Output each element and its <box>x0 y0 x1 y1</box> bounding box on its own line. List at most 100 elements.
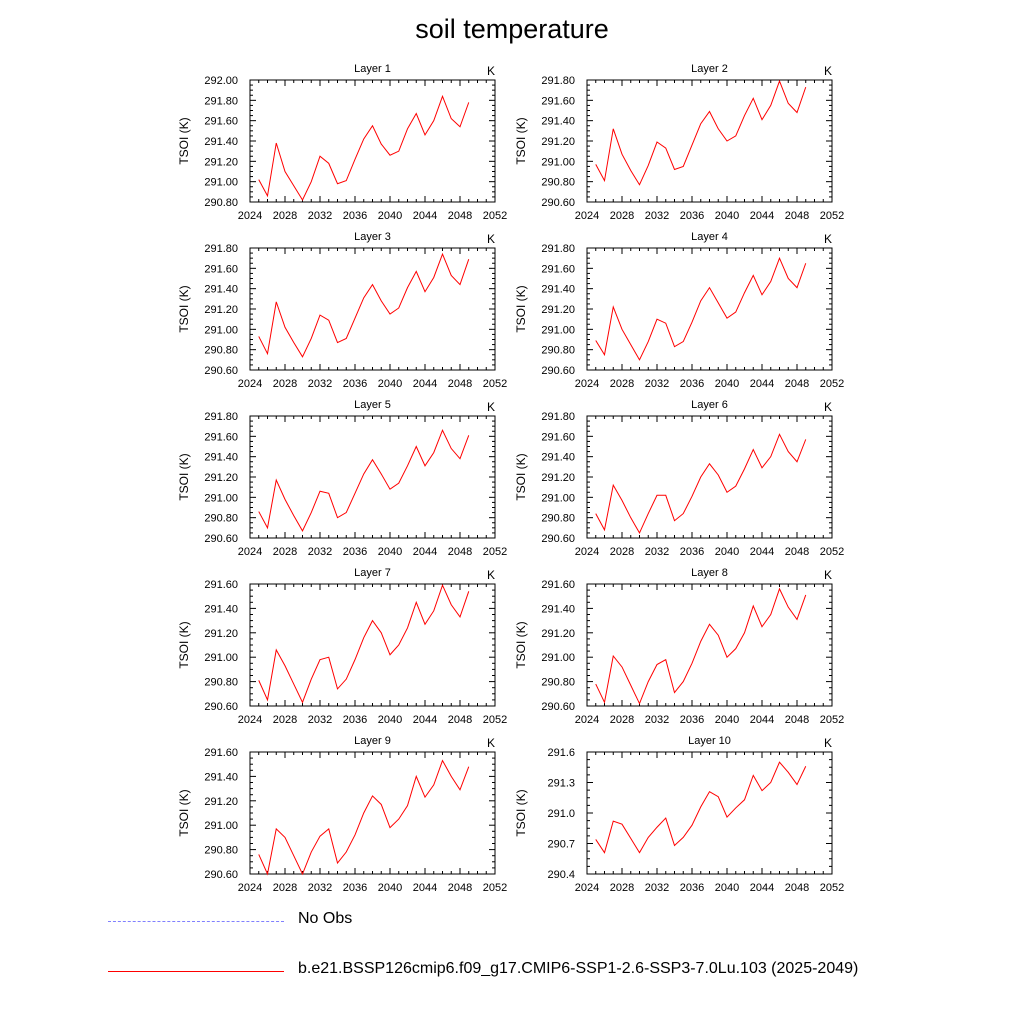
x-tick-label: 2044 <box>750 210 774 222</box>
y-tick-label: 291.00 <box>204 177 238 189</box>
y-tick-label: 290.60 <box>541 533 575 545</box>
x-tick-label: 2040 <box>715 714 739 726</box>
y-tick-label: 291.60 <box>204 579 238 591</box>
x-tick-label: 2052 <box>483 714 507 726</box>
series-line-model <box>258 252 470 358</box>
y-tick-label: 290.60 <box>204 869 238 881</box>
y-axis-label: TSOI (K) <box>514 789 528 836</box>
y-tick-label: 290.80 <box>204 845 238 857</box>
x-tick-label: 2028 <box>610 210 634 222</box>
x-tick-label: 2052 <box>483 210 507 222</box>
x-tick-label: 2048 <box>785 378 809 390</box>
panel-title: Layer 4 <box>691 231 728 243</box>
x-tick-label: 2052 <box>483 378 507 390</box>
plot-frame <box>249 79 496 203</box>
x-tick-label: 2044 <box>413 714 437 726</box>
y-tick-label: 290.60 <box>204 701 238 713</box>
y-tick-label: 291.20 <box>541 472 575 484</box>
x-tick-label: 2036 <box>343 210 367 222</box>
x-tick-label: 2044 <box>413 546 437 558</box>
figure-title: soil temperature <box>415 14 609 44</box>
x-tick-label: 2044 <box>750 546 774 558</box>
y-tick-label: 291.3 <box>547 778 575 790</box>
x-tick-label: 2036 <box>343 714 367 726</box>
panel-layer-10: Layer 10 K TSOI (K) 2024 2028 2032 2036 2040 204… <box>514 735 844 894</box>
y-axis-label: TSOI (K) <box>177 285 191 332</box>
y-tick-label: 291.40 <box>541 116 575 128</box>
plot-frame <box>249 751 496 875</box>
panel-title: Layer 2 <box>691 63 728 75</box>
y-tick-label: 291.40 <box>204 771 238 783</box>
y-tick-label: 291.80 <box>204 243 238 255</box>
y-tick-label: 291.80 <box>204 95 238 107</box>
x-tick-label: 2044 <box>750 378 774 390</box>
y-tick-label: 290.80 <box>541 177 575 189</box>
x-tick-label: 2032 <box>645 546 669 558</box>
x-tick-label: 2040 <box>378 546 402 558</box>
y-tick-label: 290.80 <box>204 677 238 689</box>
legend-label-obs: No Obs <box>298 910 353 927</box>
x-tick-label: 2028 <box>610 714 634 726</box>
y-tick-label: 291.00 <box>204 324 238 336</box>
y-tick-label: 291.00 <box>541 652 575 664</box>
y-tick-label: 290.80 <box>541 513 575 525</box>
legend-swatch-model <box>108 971 284 972</box>
x-tick-label: 2028 <box>273 378 297 390</box>
panel-title: Layer 10 <box>688 735 731 747</box>
x-tick-label: 2040 <box>378 210 402 222</box>
panel-title: Layer 6 <box>691 399 728 411</box>
y-tick-label: 291.80 <box>541 75 575 87</box>
panel-title: Layer 7 <box>354 567 391 579</box>
y-tick-label: 290.7 <box>547 839 575 851</box>
x-tick-label: 2032 <box>645 210 669 222</box>
y-tick-label: 291.60 <box>541 95 575 107</box>
panel-layer-6: Layer 6 K TSOI (K) 2024 2028 2032 2036 2040 2044… <box>514 399 844 558</box>
y-tick-label: 291.6 <box>547 747 575 759</box>
x-tick-label: 2032 <box>645 714 669 726</box>
y-tick-label: 290.60 <box>541 701 575 713</box>
x-tick-label: 2036 <box>680 882 704 894</box>
x-tick-label: 2028 <box>273 546 297 558</box>
x-tick-label: 2036 <box>343 546 367 558</box>
y-tick-label: 290.80 <box>541 345 575 357</box>
x-tick-label: 2052 <box>820 378 844 390</box>
panel-layer-3: Layer 3 K TSOI (K) 2024 2028 2032 2036 2040 2044… <box>177 231 507 390</box>
x-tick-label: 2048 <box>785 546 809 558</box>
y-tick-label: 291.60 <box>204 747 238 759</box>
x-tick-label: 2032 <box>308 546 332 558</box>
x-tick-label: 2024 <box>238 882 262 894</box>
plot-frame <box>249 415 496 539</box>
x-tick-label: 2032 <box>308 378 332 390</box>
x-tick-label: 2024 <box>575 378 599 390</box>
y-tick-label: 291.00 <box>204 652 238 664</box>
x-tick-label: 2052 <box>820 882 844 894</box>
x-tick-label: 2032 <box>308 714 332 726</box>
x-tick-label: 2048 <box>785 882 809 894</box>
plot-frame <box>586 583 833 707</box>
y-axis-label: TSOI (K) <box>514 285 528 332</box>
legend-swatch-obs <box>108 921 284 922</box>
panel-title: Layer 1 <box>354 63 391 75</box>
panel-units: K <box>487 568 495 582</box>
panel-units: K <box>824 64 832 78</box>
panel-units: K <box>824 400 832 414</box>
x-tick-label: 2028 <box>273 210 297 222</box>
plot-frame <box>249 583 496 707</box>
panel-layer-4: Layer 4 K TSOI (K) 2024 2028 2032 2036 2040 2044… <box>514 231 844 390</box>
series-line-model <box>258 759 470 876</box>
y-tick-label: 290.80 <box>204 345 238 357</box>
plot-frame <box>249 247 496 371</box>
y-tick-label: 290.60 <box>204 533 238 545</box>
x-tick-label: 2028 <box>610 378 634 390</box>
x-tick-label: 2028 <box>273 714 297 726</box>
x-tick-label: 2044 <box>413 882 437 894</box>
series-line-model <box>595 79 807 186</box>
series-line-model <box>258 94 470 202</box>
y-tick-label: 291.60 <box>541 579 575 591</box>
y-axis-label: TSOI (K) <box>177 789 191 836</box>
x-tick-label: 2040 <box>715 378 739 390</box>
y-tick-label: 291.60 <box>204 263 238 275</box>
x-tick-label: 2024 <box>238 714 262 726</box>
